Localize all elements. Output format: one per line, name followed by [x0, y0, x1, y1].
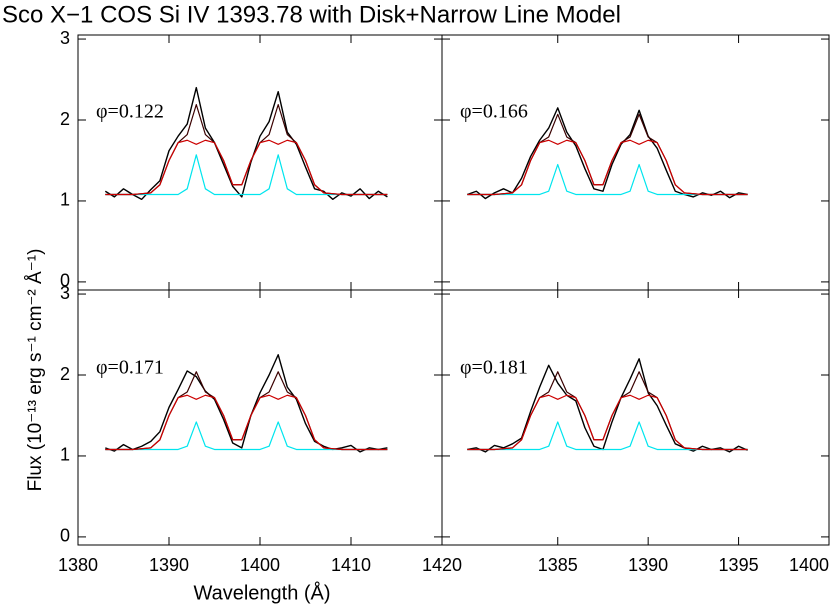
panel-frame — [77, 34, 443, 291]
spectrum-line — [105, 154, 388, 196]
x-tick-label: 1420 — [422, 555, 462, 575]
spectrum-line — [467, 113, 748, 196]
y-tick-label: 0 — [60, 271, 70, 291]
y-tick-label: 2 — [60, 109, 70, 129]
spectrum-line — [467, 139, 748, 196]
spectrum-line — [105, 394, 388, 451]
chart-title: Sco X−1 COS Si IV 1393.78 with Disk+Narr… — [2, 1, 621, 28]
x-tick-label: 1400 — [789, 555, 829, 575]
spectrum-line — [105, 139, 388, 196]
spectrum-line — [105, 354, 388, 453]
x-tick-label: 1380 — [58, 555, 98, 575]
spectrum-line — [467, 394, 748, 451]
x-tick-label: 1395 — [719, 555, 759, 575]
y-tick-label: 1 — [60, 190, 70, 210]
x-tick-label: 1400 — [240, 555, 280, 575]
y-tick-label: 2 — [60, 364, 70, 384]
spectrum-line — [467, 358, 748, 453]
panel-frame — [441, 289, 830, 546]
phase-label: φ=0.171 — [96, 357, 164, 379]
panel-frame — [441, 34, 830, 291]
panel-frame — [77, 289, 443, 546]
phase-label: φ=0.181 — [460, 357, 528, 379]
x-axis-label: Wavelength (Å) — [193, 581, 330, 604]
phase-label: φ=0.166 — [460, 101, 528, 123]
x-tick-label: 1410 — [331, 555, 371, 575]
y-tick-label: 3 — [60, 28, 70, 48]
x-tick-label: 1390 — [149, 555, 189, 575]
spectrum-line — [467, 107, 748, 200]
phase-label: φ=0.122 — [96, 101, 164, 123]
y-axis-label: Flux (10⁻¹³ erg s⁻¹ cm⁻² Å⁻¹) — [25, 249, 46, 492]
spectrum-line — [105, 371, 388, 451]
x-tick-label: 1390 — [628, 555, 668, 575]
x-tick-label: 1385 — [538, 555, 578, 575]
y-tick-label: 3 — [60, 283, 70, 303]
y-tick-label: 1 — [60, 445, 70, 465]
y-tick-label: 0 — [60, 526, 70, 546]
